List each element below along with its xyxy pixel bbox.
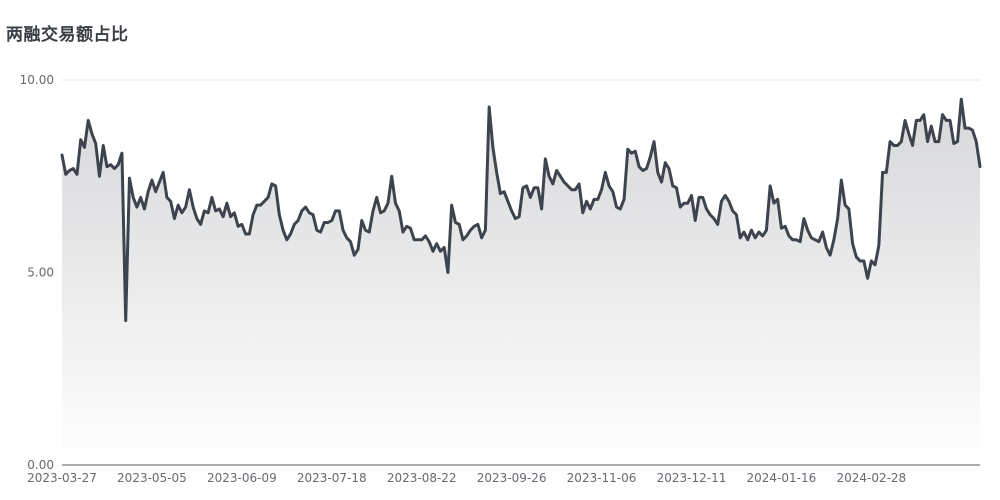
x-tick-label: 2024-02-28 [836, 471, 906, 485]
x-tick-label: 2023-03-27 [27, 471, 97, 485]
x-tick-label: 2023-11-06 [567, 471, 637, 485]
x-tick-label: 2023-07-18 [297, 471, 367, 485]
series-line-layer [60, 97, 982, 323]
chart-title: 两融交易额占比 [6, 25, 129, 45]
tick-labels: 0.00 5.00 10.00 2023-03-27 2023-05-05 2023-06… [20, 73, 907, 485]
x-tick-label: 2023-09-26 [477, 471, 547, 485]
x-tick-label: 2024-01-16 [747, 471, 817, 485]
x-tick-label: 2023-05-05 [117, 471, 187, 485]
area-fill-layer [62, 99, 980, 465]
area-fill [62, 99, 980, 465]
y-tick-label: 10.00 [20, 73, 54, 87]
x-tick-label: 2023-08-22 [387, 471, 457, 485]
y-tick-label: 0.00 [27, 458, 54, 472]
x-tick-label: 2023-12-11 [657, 471, 727, 485]
y-tick-label: 5.00 [27, 266, 54, 280]
x-tick-label: 2023-06-09 [207, 471, 277, 485]
series-line [60, 97, 982, 323]
